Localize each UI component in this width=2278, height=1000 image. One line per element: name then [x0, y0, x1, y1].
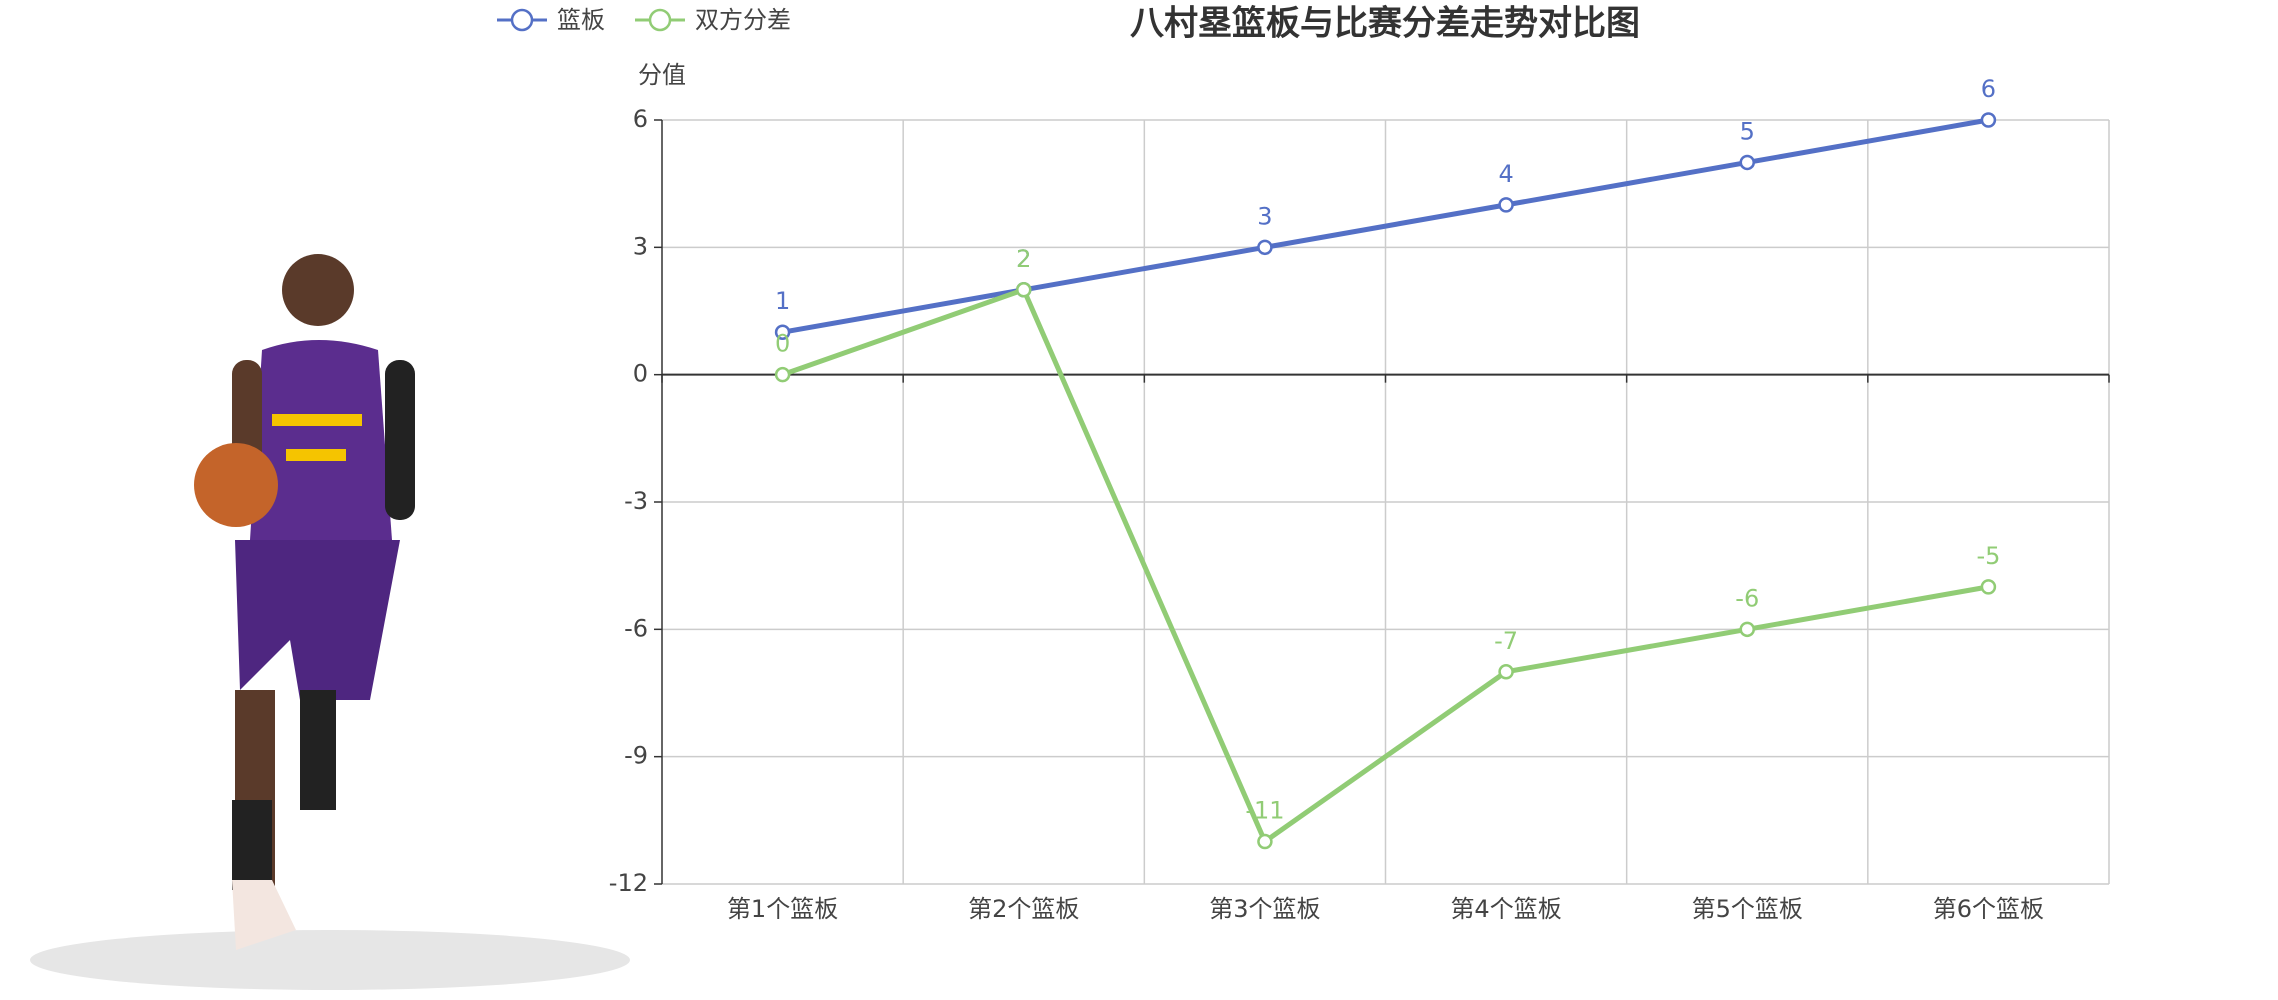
data-point: [1739, 621, 1755, 638]
legend-marker: [510, 8, 534, 32]
x-tick-label: 第3个篮板: [1209, 895, 1320, 923]
data-label: -6: [1735, 584, 1759, 612]
series-line: [782, 117, 1989, 335]
series-line: [781, 286, 1989, 846]
data-point: [1739, 154, 1755, 171]
y-axis-label: 分值: [638, 61, 686, 89]
x-tick-label: 第6个篮板: [1933, 895, 2044, 923]
legend: 篮板 双方分差: [497, 6, 791, 34]
y-tick-label: -3: [624, 487, 648, 515]
data-label: 0: [775, 330, 790, 358]
legend-label: 篮板: [557, 6, 605, 34]
data-label: -7: [1494, 627, 1518, 655]
data-point: [1498, 197, 1514, 213]
y-tick-label: -6: [624, 614, 648, 642]
data-label: 2: [1016, 245, 1031, 273]
data-label: 3: [1257, 202, 1272, 230]
x-tick-label: 第1个篮板: [727, 895, 838, 923]
y-tick-label: 3: [633, 232, 648, 260]
player-image: [30, 254, 630, 990]
x-tick-label: 第5个篮板: [1692, 895, 1803, 923]
data-label: 5: [1740, 117, 1755, 145]
y-tick-label: -9: [624, 742, 648, 770]
data-point: [1980, 112, 1997, 128]
data-label: 1: [775, 287, 790, 315]
data-label: 4: [1498, 160, 1513, 188]
data-point: [1016, 282, 1032, 298]
y-tick-label: 6: [633, 105, 648, 133]
data-point: [1980, 579, 1997, 595]
x-tick-label: 第2个篮板: [968, 895, 1079, 923]
data-label: 6: [1981, 75, 1996, 103]
y-tick-label: 0: [633, 360, 648, 388]
data-point: [1257, 239, 1273, 256]
data-point: [774, 324, 791, 340]
x-tick-label: 第4个篮板: [1450, 895, 1561, 923]
y-tick-label: -12: [609, 869, 648, 897]
data-label: -5: [1976, 542, 2000, 570]
legend-marker: [648, 8, 672, 32]
data-label: 2: [1016, 245, 1031, 273]
data-point: [1257, 833, 1273, 850]
legend-label: 双方分差: [695, 6, 791, 34]
data-point: [1498, 664, 1514, 680]
data-label: -11: [1245, 797, 1284, 825]
data-point: [774, 366, 791, 383]
chart-title: 八村塁篮板与比赛分差走势对比图: [1130, 4, 1640, 44]
